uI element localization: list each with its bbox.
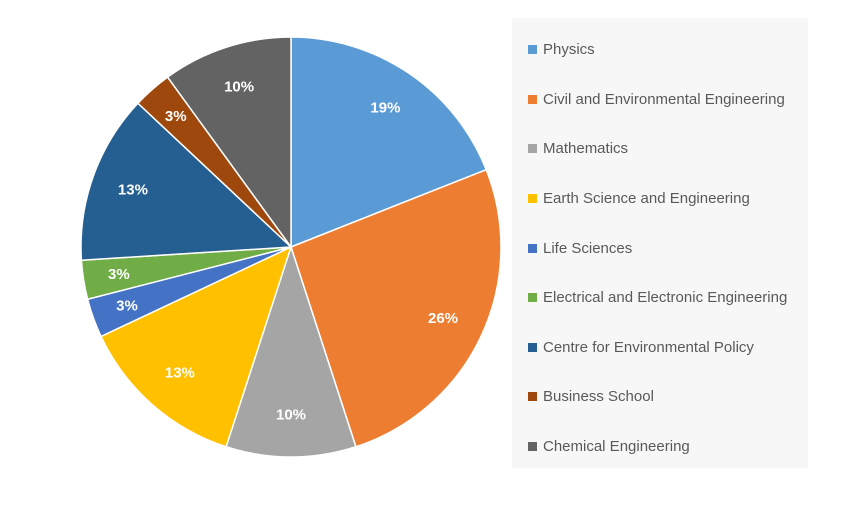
pie-slice-label-earth-science-and-engineering: 13% [165, 365, 195, 382]
pie-slice-civil-and-environmental-engineering [290, 168, 502, 448]
pie-slice-label-mathematics: 10% [276, 407, 306, 424]
legend-swatch [528, 45, 537, 55]
legend-label: Earth Science and Engineering [543, 190, 750, 208]
legend-item-electrical-and-electronic-engineering: Electrical and Electronic Engineering [528, 273, 808, 323]
legend-swatch [528, 144, 537, 154]
pie-slice-earth-science-and-engineering [99, 245, 293, 448]
legend-label: Life Sciences [543, 239, 633, 257]
pie-slices [80, 36, 502, 458]
legend-item-chemical-engineering: Chemical Engineering [528, 422, 808, 472]
legend-label: Chemical Engineering [543, 438, 690, 456]
pie-slice-chemical-engineering [166, 36, 292, 250]
pie-slice-label-life-sciences: 3% [116, 298, 138, 315]
legend-label: Physics [543, 41, 595, 59]
legend-item-civil-and-environmental-engineering: Civil and Environmental Engineering [528, 75, 808, 125]
pie-slice-label-centre-for-environmental-policy: 13% [118, 182, 148, 199]
pie-slice-label-physics: 19% [370, 100, 400, 117]
legend-label: Mathematics [543, 140, 629, 158]
legend-item-business-school: Business School [528, 372, 808, 422]
legend-item-mathematics: Mathematics [528, 124, 808, 174]
pie-slice-labels: 19% 26% 10% 13% 3% 3% 13% 3% 10% [108, 79, 458, 424]
legend-swatch [528, 442, 537, 452]
pie-slice-label-electrical-and-electronic-engineering: 3% [108, 266, 130, 283]
legend-swatch [528, 94, 537, 104]
legend-label: Business School [543, 388, 654, 406]
pie-slice-label-chemical-engineering: 10% [224, 79, 254, 96]
legend-swatch [528, 342, 537, 352]
legend-swatch [528, 392, 537, 402]
legend-item-life-sciences: Life Sciences [528, 223, 808, 273]
chart-legend: Physics Civil and Environmental Engineeri… [512, 18, 808, 468]
legend-label: Electrical and Electronic Engineering [543, 289, 788, 307]
legend-label: Civil and Environmental Engineering [543, 90, 785, 108]
pie-slice-mathematics [225, 244, 357, 458]
legend-swatch [528, 293, 537, 303]
legend-swatch [528, 194, 537, 204]
legend-item-centre-for-environmental-policy: Centre for Environmental Policy [528, 323, 808, 373]
pie-slice-physics [290, 36, 488, 249]
pie-slice-centre-for-environmental-policy [80, 102, 293, 261]
legend-swatch [528, 243, 537, 253]
pie-slice-label-business-school: 3% [165, 108, 187, 125]
pie-slice-label-civil-and-environmental-engineering: 26% [428, 310, 458, 327]
legend-item-earth-science-and-engineering: Earth Science and Engineering [528, 174, 808, 224]
legend-item-physics: Physics [528, 25, 808, 75]
legend-label: Centre for Environmental Policy [543, 338, 754, 356]
